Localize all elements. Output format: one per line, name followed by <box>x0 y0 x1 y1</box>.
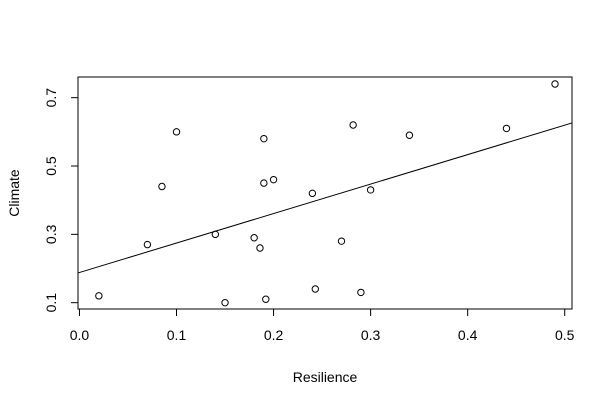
regression-line <box>77 122 573 274</box>
plot-box <box>77 76 573 310</box>
data-point <box>405 131 414 139</box>
data-point <box>551 80 559 88</box>
x-tick-label: 0.3 <box>361 327 381 343</box>
data-point <box>143 240 152 249</box>
data-point <box>337 237 346 245</box>
data-point <box>260 179 268 187</box>
data-point <box>311 285 319 293</box>
data-point <box>260 134 268 143</box>
data-point <box>172 128 181 136</box>
data-point <box>211 230 220 239</box>
x-tick-label: 0.0 <box>70 327 90 343</box>
data-point <box>250 234 258 242</box>
x-tick-label: 0.2 <box>264 327 284 343</box>
x-tick-label: 0.1 <box>167 327 187 343</box>
y-axis-title: Climate <box>6 169 22 217</box>
regression-layer <box>77 122 573 274</box>
y-tick-label: 0.3 <box>43 224 59 244</box>
data-point <box>349 121 357 129</box>
data-point <box>357 288 365 297</box>
x-tick-label: 0.4 <box>458 327 478 343</box>
data-point <box>502 124 511 133</box>
data-point <box>95 292 103 300</box>
points-layer <box>95 80 559 307</box>
y-tick-label: 0.7 <box>43 88 59 108</box>
y-tick-label: 0.1 <box>43 293 59 313</box>
data-point <box>366 186 375 194</box>
x-tick-label: 0.5 <box>555 327 575 343</box>
data-point <box>308 189 317 198</box>
data-point <box>269 175 278 184</box>
data-point <box>262 295 270 303</box>
data-point <box>158 182 166 191</box>
data-point <box>256 244 264 252</box>
x-axis-title: Resilience <box>293 369 358 385</box>
y-tick-label: 0.5 <box>43 156 59 176</box>
data-point <box>221 298 229 307</box>
